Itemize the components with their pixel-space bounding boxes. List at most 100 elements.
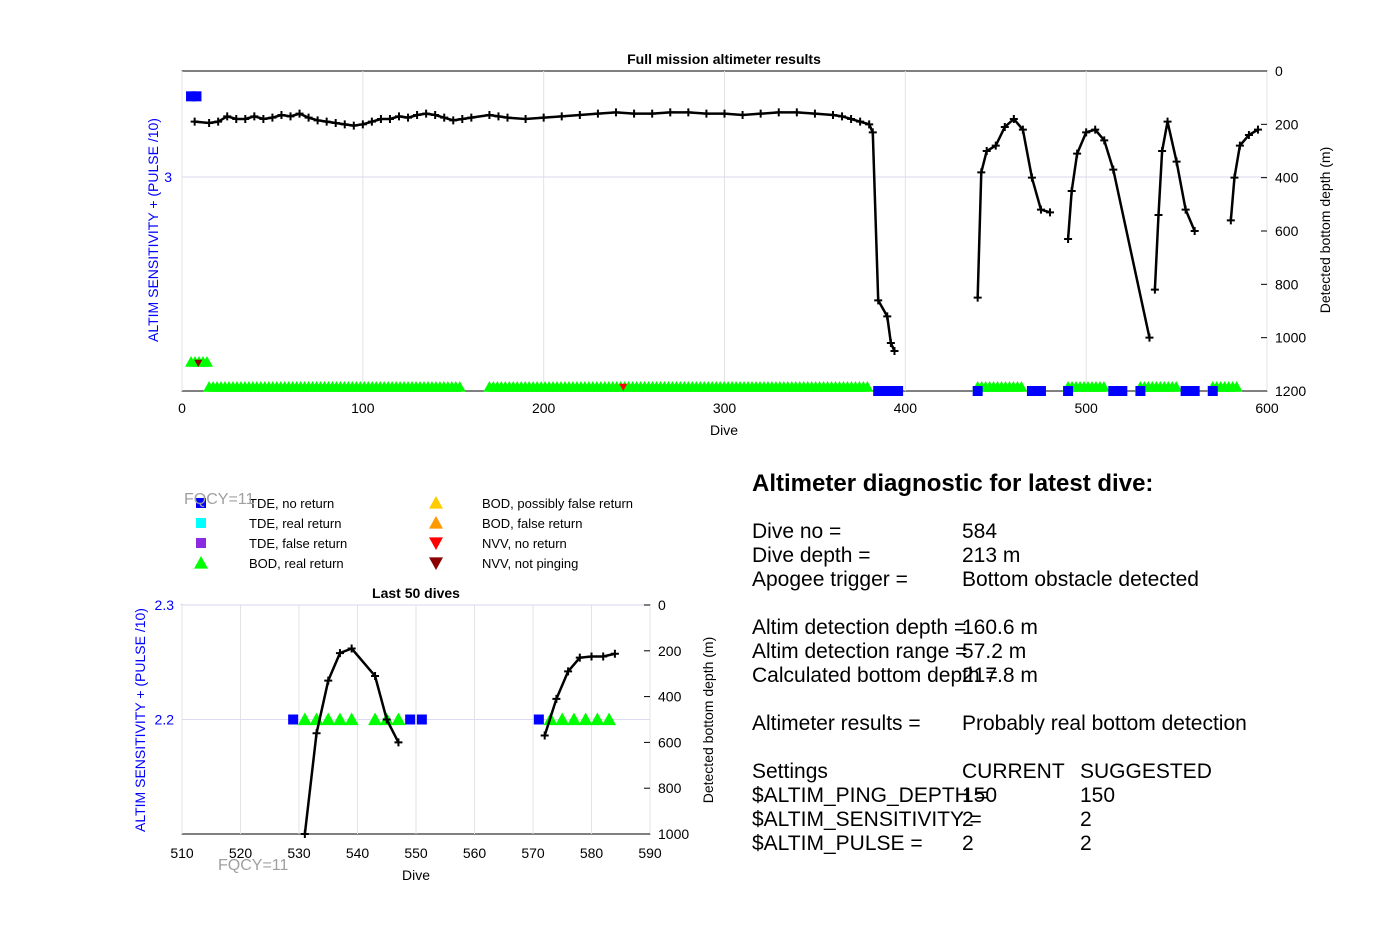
top-right-tick-label: 0 — [1275, 63, 1283, 79]
depth-point — [1145, 333, 1154, 342]
depth-point — [1163, 117, 1172, 126]
depth-point — [458, 115, 467, 123]
depth-point — [575, 653, 584, 662]
depth-point — [295, 109, 304, 118]
depth-point — [395, 112, 403, 121]
depth-point — [413, 111, 422, 119]
diagnostic-suggested-value: SUGGESTED — [1080, 760, 1212, 783]
bottom-x-tick-label: 550 — [404, 845, 428, 861]
depth-point — [241, 115, 250, 123]
depth-point — [838, 112, 847, 121]
tde-no-return-marker — [186, 91, 197, 102]
diagnostic-label: Apogee trigger = — [752, 568, 908, 591]
bottom-x-tick-label: 580 — [580, 845, 604, 861]
bottom-x-tick-label: 540 — [346, 845, 370, 861]
depth-point — [684, 108, 693, 117]
depth-point — [431, 111, 440, 119]
top-right-tick-label: 200 — [1275, 116, 1299, 132]
depth-point — [1235, 141, 1244, 150]
depth-point — [335, 649, 344, 658]
legend-label: BOD, possibly false return — [482, 496, 633, 511]
depth-point — [612, 108, 620, 117]
top-x-ticks: 0 100 200 300 400 500 600 — [178, 400, 1279, 416]
legend-marker — [196, 538, 206, 548]
depth-point — [973, 293, 982, 302]
depth-point — [738, 111, 747, 119]
bod-real-return-marker — [602, 712, 617, 726]
depth-point — [540, 731, 549, 740]
tde-no-return-marker — [1180, 386, 1191, 396]
depth-point — [521, 115, 530, 123]
top-right-tick-label: 1200 — [1275, 383, 1306, 399]
legend-marker — [196, 518, 206, 528]
diagnostic-suggested-value: 150 — [1080, 784, 1116, 807]
depth-point — [259, 115, 268, 123]
depth-point — [349, 121, 358, 130]
bod-real-return-marker — [861, 381, 874, 392]
depth-point — [991, 141, 1000, 150]
depth-point — [324, 676, 333, 685]
depth-line — [303, 647, 400, 835]
depth-point — [382, 715, 391, 724]
bottom-x-axis-label: Dive — [402, 867, 430, 883]
top-left-axis-label: ALTIM SENSITIVITY + (PULSE /10) — [145, 118, 161, 342]
bottom-x-tick-label: 510 — [170, 845, 194, 861]
depth-point — [376, 115, 385, 123]
top-right-tick-label: 600 — [1275, 223, 1299, 239]
depth-point — [610, 649, 619, 658]
bod-real-return-marker — [1015, 381, 1028, 392]
legend-label: BOD, real return — [249, 556, 344, 571]
bottom-left-tick-label: 2.2 — [155, 712, 175, 728]
diagnostic-value: 57.2 m — [962, 640, 1027, 663]
depth-point — [575, 111, 584, 119]
depth-point — [593, 109, 602, 118]
depth-point — [1150, 285, 1159, 294]
diagnostic-label: Dive no = — [752, 520, 842, 543]
tde-no-return-marker — [1108, 386, 1119, 396]
depth-point — [792, 108, 801, 117]
bod-real-return-marker — [200, 356, 213, 367]
legend-marker — [196, 498, 206, 508]
legend-label: NVV, not pinging — [482, 556, 578, 571]
bod-real-return-marker — [578, 712, 593, 726]
diagnostic-value: 584 — [962, 520, 998, 543]
tde-no-return-marker — [191, 91, 202, 102]
top-x-tick-label: 200 — [532, 400, 556, 416]
depth-point — [340, 120, 349, 129]
depth-point — [1064, 235, 1073, 243]
depth-point — [449, 116, 458, 125]
top-chart-title: Full mission altimeter results — [627, 51, 821, 67]
depth-line — [1066, 128, 1151, 338]
depth-point — [874, 296, 883, 305]
diagnostic-suggested-value: 2 — [1080, 832, 1092, 855]
top-x-tick-label: 600 — [1255, 400, 1279, 416]
top-series — [185, 91, 1262, 396]
depth-point — [977, 168, 986, 177]
diagnostic-label: Altim detection range = — [752, 640, 968, 663]
depth-point — [1181, 205, 1190, 214]
diagnostic-label: $ALTIM_SENSITIVITY = — [752, 808, 982, 831]
depth-point — [630, 109, 639, 118]
depth-point — [313, 116, 322, 125]
bottom-x-tick-label: 530 — [287, 845, 311, 861]
depth-point — [1244, 131, 1253, 139]
tde-no-return-marker — [288, 714, 299, 725]
diagnostic-value: 2 — [962, 832, 974, 855]
depth-point — [1009, 115, 1018, 123]
bod-real-return-marker — [1097, 381, 1110, 392]
diagnostic-value: 217.8 m — [962, 664, 1038, 687]
tde-no-return-marker — [416, 714, 427, 725]
depth-point — [1190, 227, 1199, 235]
depth-point — [648, 109, 657, 118]
depth-point — [394, 738, 403, 747]
legend: TDE, no return TDE, real return TDE, false… — [194, 496, 633, 571]
depth-point — [1091, 125, 1100, 134]
diagnostic-value: Probably real bottom detection — [962, 712, 1247, 735]
depth-point — [1000, 123, 1009, 131]
legend-label: TDE, no return — [249, 496, 334, 511]
bottom-left-tick-label: 2.3 — [155, 597, 175, 613]
tde-no-return-marker — [1135, 386, 1146, 396]
depth-point — [205, 119, 214, 127]
fqcy-label-top: FQCY=11 — [184, 491, 255, 508]
